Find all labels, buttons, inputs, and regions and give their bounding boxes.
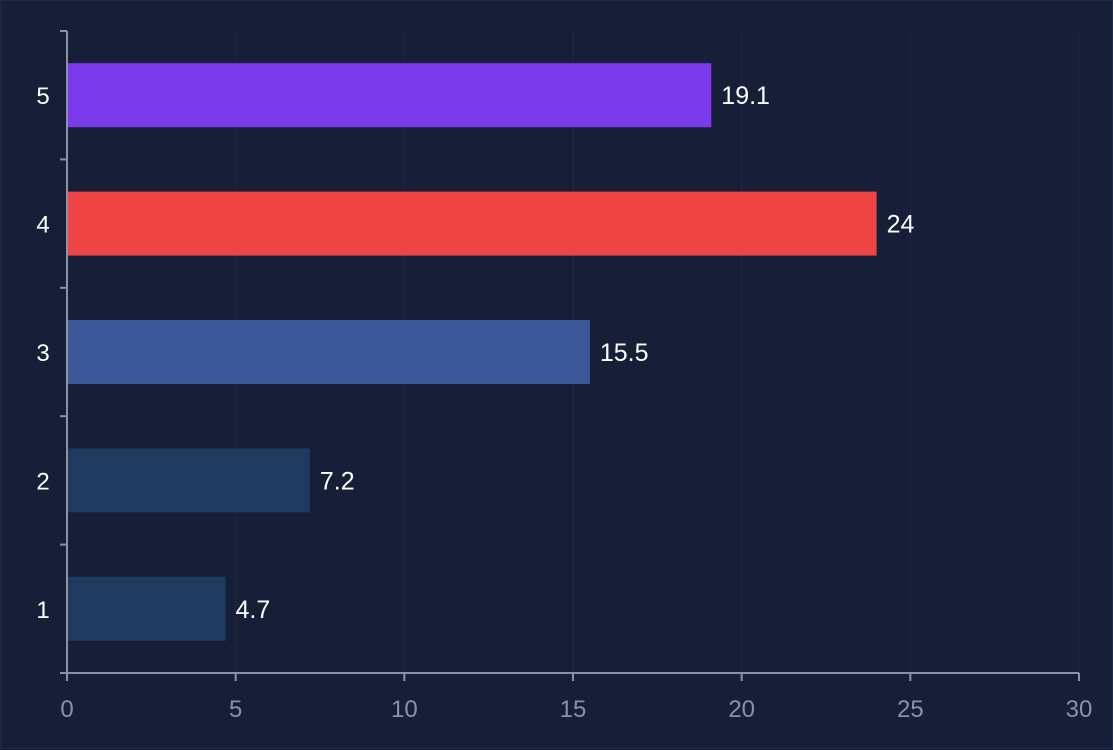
bar-4[interactable]	[67, 191, 877, 256]
y-tick-label-2: 2	[36, 468, 49, 495]
x-tick-label-20: 20	[728, 696, 755, 723]
x-tick-label-0: 0	[60, 696, 73, 723]
y-tick-label-5: 5	[36, 83, 49, 110]
bar-1[interactable]	[67, 576, 226, 641]
data-label-5: 19.1	[721, 82, 770, 110]
x-tick-label-5: 5	[229, 696, 242, 723]
data-label-1: 4.7	[236, 596, 271, 624]
x-tick-label-25: 25	[897, 696, 924, 723]
data-label-4: 24	[887, 211, 915, 239]
bar-5[interactable]	[67, 63, 712, 128]
bar-2[interactable]	[67, 448, 310, 513]
x-tick-label-10: 10	[391, 696, 418, 723]
bar-3[interactable]	[67, 320, 590, 384]
data-label-3: 15.5	[600, 339, 649, 367]
y-tick-label-4: 4	[36, 212, 49, 239]
x-tick-label-15: 15	[560, 696, 587, 723]
x-tick-label-30: 30	[1066, 696, 1093, 723]
y-tick-label-1: 1	[36, 597, 49, 624]
data-label-2: 7.2	[320, 467, 355, 495]
y-tick-label-3: 3	[36, 340, 49, 367]
